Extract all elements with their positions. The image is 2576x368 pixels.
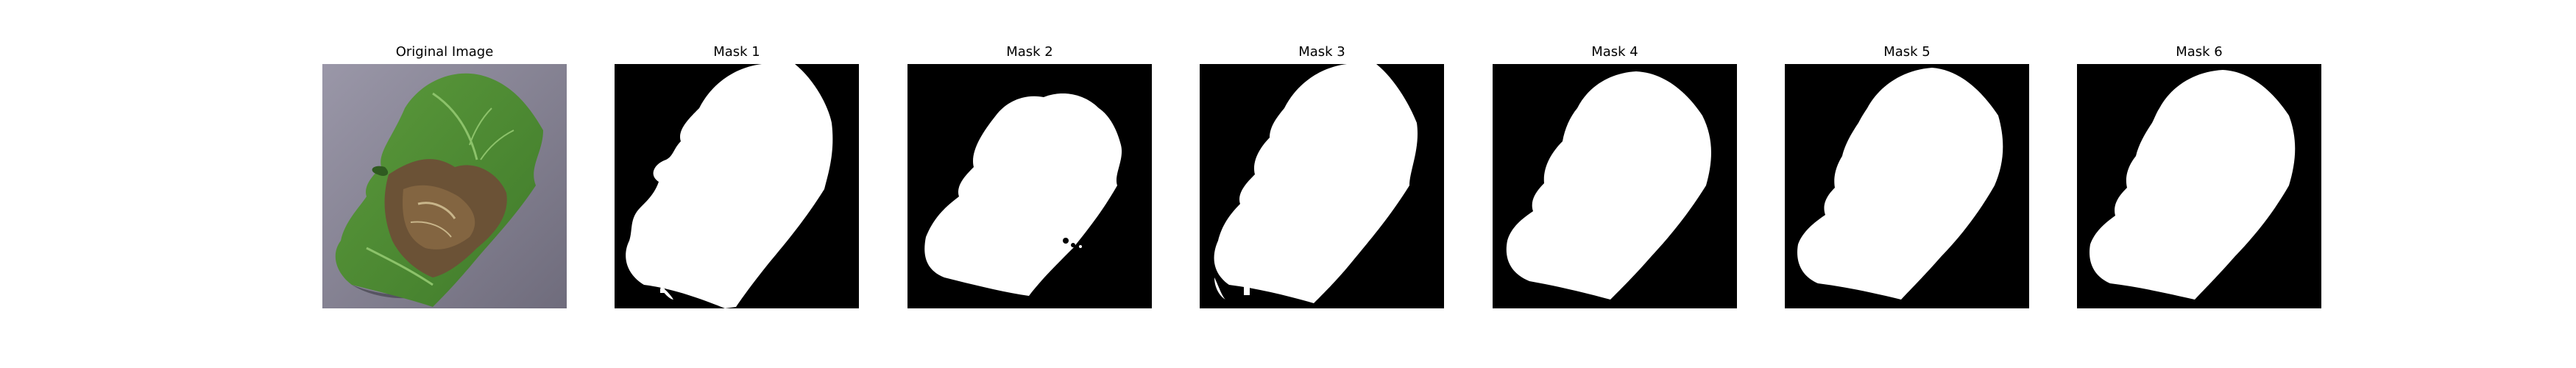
- mask-image: [615, 64, 859, 308]
- leaf-photo: [322, 64, 567, 308]
- mask-3-image: [1200, 64, 1444, 308]
- mask-image: [2077, 64, 2321, 308]
- panel-title: Mask 3: [1298, 44, 1345, 60]
- mask-image: [1493, 64, 1737, 308]
- panel-title: Mask 4: [1591, 44, 1638, 60]
- mask-image: [907, 64, 1152, 308]
- mask-4-image: [1493, 64, 1737, 308]
- mask-2-image: [907, 64, 1152, 308]
- panel-title: Mask 1: [713, 44, 760, 60]
- panel-title: Mask 6: [2176, 44, 2223, 60]
- mask-image: [1200, 64, 1444, 308]
- panel-title: Mask 5: [1883, 44, 1931, 60]
- panel-title: Mask 2: [1006, 44, 1053, 60]
- mask-image: [1785, 64, 2029, 308]
- panel-title: Original Image: [395, 44, 494, 60]
- mask-5-image: [1785, 64, 2029, 308]
- mask-6-image: [2077, 64, 2321, 308]
- original-image: [322, 64, 567, 308]
- mask-1-image: [615, 64, 859, 308]
